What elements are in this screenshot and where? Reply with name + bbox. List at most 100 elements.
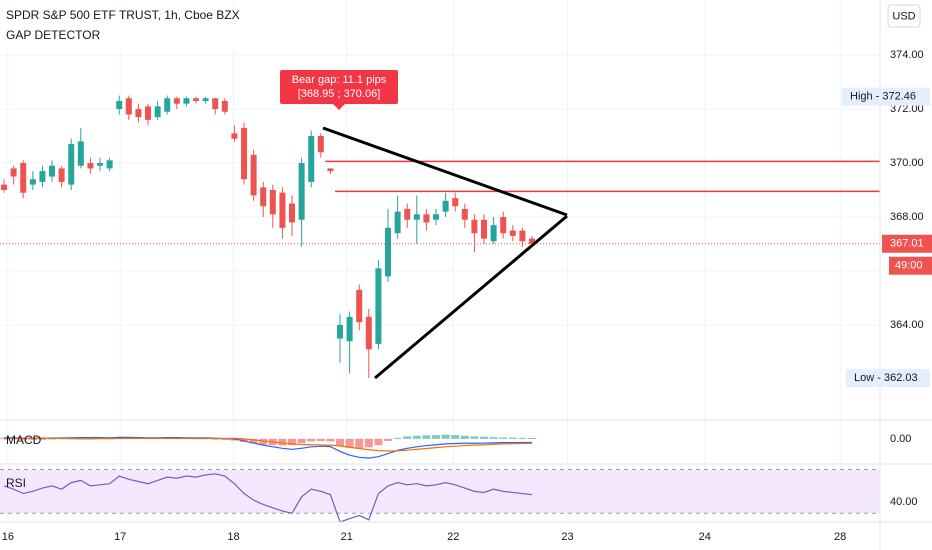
candle-body <box>183 98 190 104</box>
price-marker-label: Low - 362.03 <box>854 372 918 384</box>
histogram-bar <box>345 438 354 448</box>
y-tick-label: 374.00 <box>890 49 924 61</box>
histogram-bar <box>460 435 469 439</box>
histogram-bar <box>518 437 527 439</box>
x-tick-label: 28 <box>834 531 846 543</box>
candle-body <box>509 230 516 236</box>
histogram-bar <box>374 438 383 446</box>
legend-background <box>2 4 238 48</box>
candle-body <box>164 98 171 112</box>
histogram-bar <box>38 438 47 440</box>
candle-body <box>212 98 219 110</box>
candle-body <box>471 219 478 234</box>
histogram-bar <box>432 435 441 439</box>
histogram-bar <box>230 438 239 441</box>
trend-line <box>322 126 568 217</box>
gap-range-label: [368.95 ; 370.06] <box>298 88 381 100</box>
candle-body <box>193 98 200 101</box>
chart-title: SPDR S&P 500 ETF TRUST, 1h, Cboe BZX <box>6 8 240 22</box>
price-marker-box <box>842 87 930 106</box>
candle-body <box>125 98 132 115</box>
x-tick-label: 23 <box>561 531 573 543</box>
indicator-name: GAP DETECTOR <box>6 28 101 42</box>
last-price-box <box>882 234 932 253</box>
histogram-bar <box>393 437 402 439</box>
x-tick-label: 16 <box>2 531 14 543</box>
candle-body <box>269 190 276 215</box>
candle-body <box>442 200 449 212</box>
gap-label: Bear gap: 11.1 pips <box>292 74 387 86</box>
histogram-bar <box>326 438 335 442</box>
candle-body <box>231 133 238 139</box>
x-tick-label: 18 <box>227 531 239 543</box>
histogram-bar <box>28 438 37 440</box>
histogram-bar <box>403 436 412 439</box>
rsi-band <box>0 469 880 514</box>
candle-body <box>490 225 497 242</box>
y-tick-label: 364.00 <box>890 319 924 331</box>
candle-body <box>289 203 296 223</box>
y-tick-label: 368.00 <box>890 211 924 223</box>
candle-body <box>116 100 123 110</box>
gap-tooltip <box>280 70 398 104</box>
candle-body <box>39 171 46 182</box>
candle-body <box>317 136 324 153</box>
candle-body <box>154 106 161 118</box>
candle-body <box>221 100 228 112</box>
histogram-bar <box>211 438 220 440</box>
macd-label: MACD <box>6 433 42 447</box>
candle-body <box>260 187 267 207</box>
gap-tooltip-pointer <box>333 104 345 110</box>
y-tick-label: 372.00 <box>890 103 924 115</box>
y-tick-label: 40.00 <box>890 496 918 508</box>
price-marker-box <box>846 369 930 388</box>
countdown-label: 49:00 <box>895 260 923 272</box>
candle-body <box>346 316 353 342</box>
histogram-bar <box>384 438 393 441</box>
candle-body <box>106 160 113 169</box>
x-tick-label: 24 <box>699 531 711 543</box>
candle-body <box>385 227 392 277</box>
histogram-bar <box>316 438 325 441</box>
histogram-bar <box>441 434 450 439</box>
candle-body <box>250 154 257 196</box>
histogram-bar <box>297 438 306 444</box>
y-tick-label: 0.00 <box>890 433 911 445</box>
histogram-bar <box>412 435 421 439</box>
histogram-bar <box>220 438 229 440</box>
histogram-bar <box>508 437 517 439</box>
candle-body <box>519 230 526 242</box>
candle-body <box>423 214 430 223</box>
candle-body <box>529 238 536 244</box>
candle-body <box>68 144 75 185</box>
candle-body <box>20 163 27 193</box>
trend-line <box>374 214 568 380</box>
countdown-box <box>889 256 932 275</box>
currency-label[interactable]: USD <box>892 10 915 22</box>
histogram-bar <box>336 438 345 447</box>
candle-body <box>173 98 180 104</box>
candle-body <box>29 179 36 185</box>
last-price-label: 367.01 <box>890 238 924 250</box>
histogram-bar <box>364 438 373 448</box>
histogram-bar <box>480 436 489 439</box>
rsi-line <box>3 473 533 523</box>
rsi-label: RSI <box>6 476 26 490</box>
candle-body <box>202 98 209 101</box>
candle-body <box>10 168 17 177</box>
candle-body <box>394 211 401 234</box>
histogram-bar <box>259 438 268 445</box>
y-tick-label: 370.00 <box>890 157 924 169</box>
histogram-bar <box>307 438 316 442</box>
x-tick-label: 17 <box>114 531 126 543</box>
histogram-bar <box>470 436 479 439</box>
currency-button[interactable] <box>887 4 921 28</box>
candle-body <box>1 184 8 191</box>
histogram-bar <box>19 438 28 440</box>
candle-body <box>87 163 94 169</box>
candle-body <box>337 324 344 339</box>
candle-body <box>279 192 286 228</box>
candle-body <box>461 208 468 220</box>
histogram-bar <box>528 438 537 440</box>
